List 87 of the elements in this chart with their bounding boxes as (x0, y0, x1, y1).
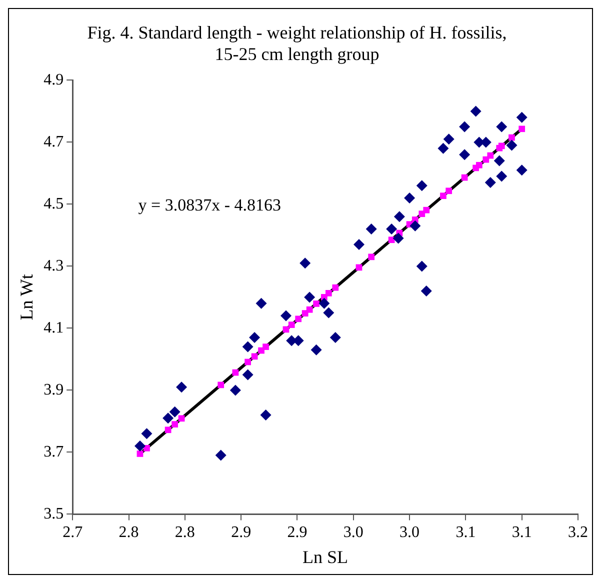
y-tick-label: 4.1 (44, 319, 64, 336)
x-tick-label: 3.1 (512, 524, 532, 542)
point (392, 232, 404, 244)
x-tick-label: 2.8 (174, 524, 195, 542)
point (313, 300, 320, 307)
point (280, 310, 292, 322)
point (516, 112, 528, 123)
x-tick-label: 2.7 (62, 524, 83, 542)
point (368, 254, 375, 260)
point (506, 140, 518, 151)
y-tick-label: 4.5 (44, 195, 64, 212)
point (484, 177, 496, 188)
y-tick-label: 3.7 (44, 443, 64, 460)
y-tick-label: 4.3 (44, 257, 64, 274)
point (242, 369, 254, 380)
point (476, 162, 482, 168)
y-tick-label: 3.5 (44, 505, 64, 522)
point (470, 106, 482, 117)
point (459, 149, 470, 160)
point (164, 426, 172, 434)
point (249, 332, 260, 343)
point (416, 180, 428, 192)
point (141, 428, 152, 440)
point (386, 224, 398, 234)
point (304, 292, 316, 303)
x-tick-label: 2.9 (231, 524, 252, 542)
point (508, 134, 515, 141)
point (416, 260, 428, 272)
point (459, 121, 470, 132)
point (420, 286, 432, 296)
point (288, 322, 295, 328)
point (438, 142, 449, 154)
point (218, 382, 224, 388)
point (323, 307, 334, 318)
y-tick-label: 4.7 (44, 133, 64, 150)
point (262, 344, 269, 350)
point (251, 353, 258, 360)
point (394, 211, 405, 222)
chart-title: Fig. 4. Standard length - weight relationship of H. fossilis, 15-25 cm length group (87, 22, 507, 64)
point (410, 220, 421, 232)
y-tick-label: 3.9 (44, 381, 64, 398)
x-tick-label: 3.0 (400, 524, 420, 542)
point (169, 406, 180, 418)
point (496, 121, 508, 132)
point (178, 415, 185, 422)
point (318, 298, 330, 309)
point (244, 358, 251, 366)
point (518, 126, 526, 132)
point (172, 421, 178, 428)
point (404, 192, 416, 204)
point (446, 188, 452, 194)
x-axis-title: Ln SL (302, 546, 348, 567)
point (325, 290, 332, 296)
point (230, 384, 241, 396)
point (516, 164, 528, 176)
point (256, 298, 267, 309)
x-tick-label: 3.0 (343, 524, 364, 542)
point (306, 306, 313, 313)
x-tick-label: 3.2 (568, 524, 588, 542)
point (144, 444, 150, 452)
point (136, 450, 144, 457)
point (242, 341, 254, 352)
annotation: y = 3.0837x - 4.8163 (138, 196, 282, 215)
x-tick-label: 2.8 (118, 524, 139, 542)
point (366, 224, 377, 234)
point (330, 332, 341, 343)
point (295, 316, 302, 322)
point (332, 284, 339, 291)
x-tick-label: 2.9 (287, 524, 308, 542)
point (487, 152, 494, 159)
point (388, 236, 395, 244)
point (443, 134, 454, 145)
point (300, 258, 311, 269)
point (423, 206, 430, 214)
point (134, 440, 146, 452)
y-tick-label: 4.9 (44, 71, 64, 88)
point (260, 410, 272, 420)
point (215, 450, 226, 461)
x-tick-label: 3.1 (456, 524, 476, 542)
point (162, 412, 174, 424)
point (353, 239, 364, 250)
point (176, 382, 188, 393)
point (496, 170, 508, 182)
point (310, 344, 322, 356)
point (494, 155, 505, 166)
y-axis-title: Ln Wt (16, 274, 37, 320)
point (440, 192, 446, 200)
